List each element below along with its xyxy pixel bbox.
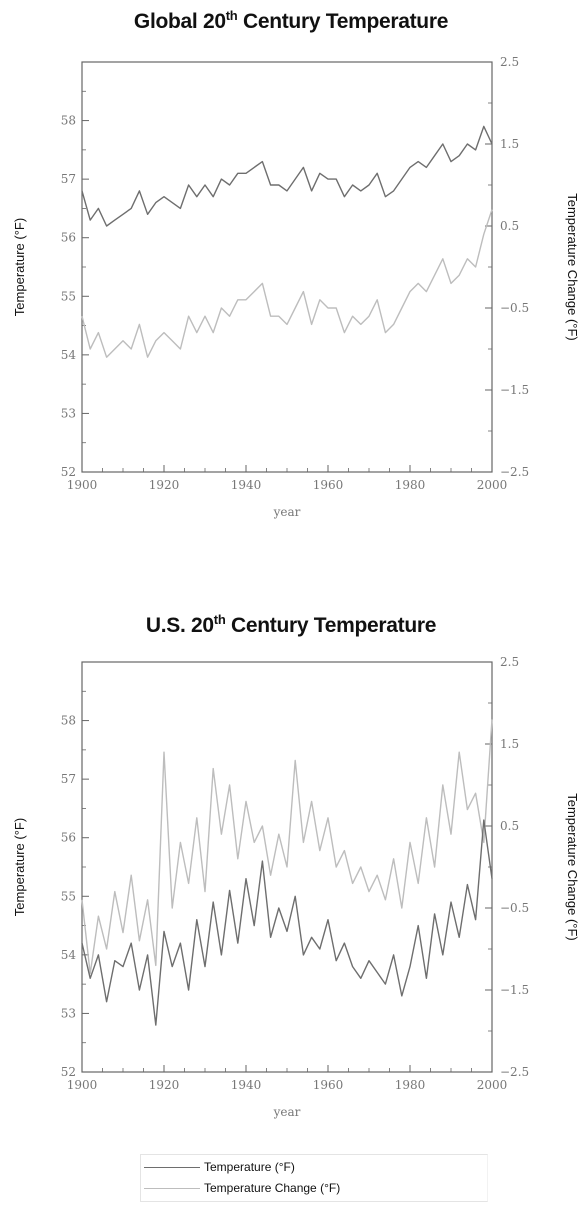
chart-1-y2-tick-label: 0.5 bbox=[500, 219, 519, 233]
chart-2-title: U.S. 20th Century Temperature bbox=[0, 612, 582, 638]
chart-2-y-axis-title: Temperature (°F) bbox=[12, 818, 27, 916]
chart-1-y-tick-label: 58 bbox=[61, 114, 76, 128]
chart-2-y2-tick-label: −2.5 bbox=[500, 1065, 529, 1079]
chart-2-plot: 1900 1920 1940 1960 1980 2000 52 53 54 55 56 57 58 −2… bbox=[12, 655, 580, 1119]
chart-2-y-tick-label: 55 bbox=[61, 889, 76, 903]
chart-2-x-tick-label: 1940 bbox=[231, 1078, 262, 1092]
chart-2-title-suffix: Century Temperature bbox=[225, 614, 437, 637]
legend-label-temperature-change: Temperature Change (°F) bbox=[204, 1181, 341, 1195]
legend-item-temperature-change: Temperature Change (°F) bbox=[144, 1178, 340, 1198]
chart-1-x-tick-label: 1940 bbox=[231, 478, 262, 492]
legend: Temperature (°F) Temperature Change (°F) bbox=[140, 1154, 488, 1202]
chart-1-y-tick-label: 55 bbox=[61, 289, 76, 303]
chart-1-y2-tick-label: 2.5 bbox=[500, 55, 519, 69]
chart-1-x-tick-label: 2000 bbox=[477, 478, 508, 492]
chart-2-x-tick-label: 2000 bbox=[477, 1078, 508, 1092]
legend-item-temperature: Temperature (°F) bbox=[144, 1157, 295, 1177]
chart-1-x-tick-label: 1920 bbox=[149, 478, 180, 492]
chart-1-series-line-temperature-change bbox=[81, 209, 493, 358]
chart-2-y-tick-label: 56 bbox=[61, 831, 76, 845]
chart-1-y-tick-label: 53 bbox=[61, 406, 76, 420]
chart-1-y2-tick-label: −0.5 bbox=[500, 301, 529, 315]
chart-2-x-tick-label: 1980 bbox=[395, 1078, 426, 1092]
chart-1-y-tick-label: 52 bbox=[61, 465, 76, 479]
chart-2-y-tick-label: 58 bbox=[61, 714, 76, 728]
chart-1-title-prefix: Global 20 bbox=[133, 10, 226, 33]
chart-1-y-axis-title: Temperature (°F) bbox=[12, 218, 27, 316]
chart-1-x-tick-label: 1980 bbox=[395, 478, 426, 492]
chart-2-y-tick-label: 54 bbox=[61, 948, 77, 962]
chart-2-y-tick-label: 52 bbox=[61, 1065, 76, 1079]
chart-1-y-tick-label: 57 bbox=[61, 172, 76, 186]
chart-2-x-axis-title: year bbox=[273, 1105, 301, 1119]
chart-1-y2-tick-label: −2.5 bbox=[500, 465, 529, 479]
chart-1-x-tick-label: 1960 bbox=[313, 478, 344, 492]
chart-1-plot: 1900 1920 1940 1960 1980 2000 52 53 54 55 56 57 58 −2… bbox=[12, 55, 580, 519]
chart-2-y-tick-label: 53 bbox=[61, 1006, 76, 1020]
chart-1-y2-tick-label: −1.5 bbox=[500, 383, 529, 397]
chart-2-y2-tick-label: 1.5 bbox=[500, 737, 519, 751]
chart-2-y2-tick-label: 2.5 bbox=[500, 655, 519, 669]
chart-1-y2-axis-title: Temperature Change (°F) bbox=[565, 193, 580, 341]
chart-2-title-sup: th bbox=[213, 612, 226, 627]
chart-2-y2-tick-label: 0.5 bbox=[500, 819, 519, 833]
chart-2-y2-tick-label: −1.5 bbox=[500, 983, 529, 997]
chart-2-x-tick-label: 1960 bbox=[313, 1078, 344, 1092]
chart-2-y2-axis-title: Temperature Change (°F) bbox=[565, 793, 580, 941]
chart-2-x-tick-label: 1900 bbox=[67, 1078, 98, 1092]
chart-1-plot-frame bbox=[81, 61, 493, 473]
legend-label-temperature: Temperature (°F) bbox=[204, 1160, 295, 1174]
chart-1-y-tick-label: 56 bbox=[61, 231, 76, 245]
chart-2-y2-tick-label: −0.5 bbox=[500, 901, 529, 915]
legend-swatch-temperature-change bbox=[144, 1187, 200, 1189]
chart-2-series-line-temperature bbox=[81, 819, 493, 1026]
chart-1-title-sup: th bbox=[225, 8, 238, 23]
chart-1-y2-tick-label: 1.5 bbox=[500, 137, 519, 151]
chart-1-title-suffix: Century Temperature bbox=[237, 10, 449, 33]
chart-2-series-line-temperature-change bbox=[81, 719, 493, 975]
chart-1-x-tick-label: 1900 bbox=[67, 478, 98, 492]
chart-2-y-tick-label: 57 bbox=[61, 772, 76, 786]
chart-1-series-line-temperature bbox=[81, 125, 493, 227]
chart-1-x-axis-title: year bbox=[273, 505, 301, 519]
chart-2-x-tick-label: 1920 bbox=[149, 1078, 180, 1092]
chart-1-y-tick-label: 54 bbox=[61, 348, 77, 362]
legend-swatch-temperature bbox=[144, 1166, 200, 1168]
chart-1-title: Global 20th Century Temperature bbox=[0, 8, 582, 34]
chart-2-title-prefix: U.S. 20 bbox=[145, 614, 214, 637]
